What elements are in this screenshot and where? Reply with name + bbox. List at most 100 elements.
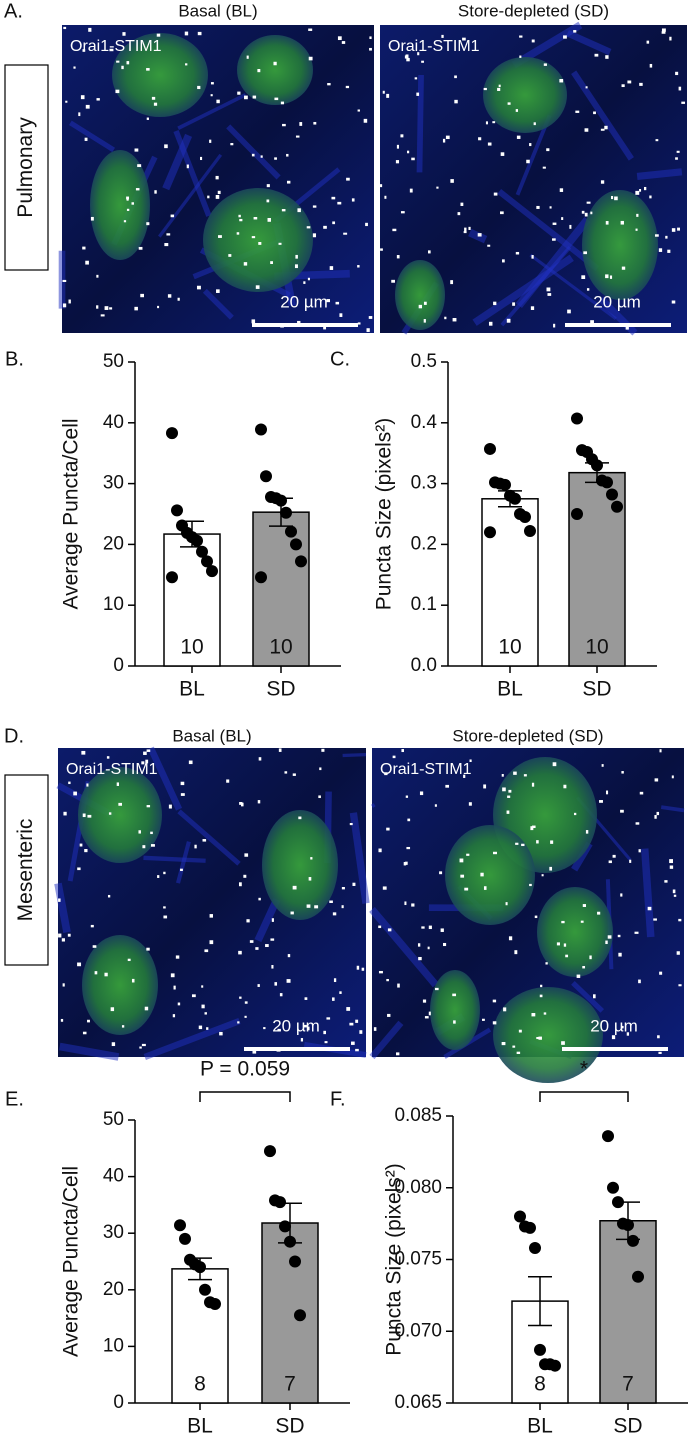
puncta xyxy=(239,801,243,805)
puncta xyxy=(478,137,482,141)
n-label: 10 xyxy=(498,636,521,659)
fiber xyxy=(468,228,488,244)
n-label: 7 xyxy=(622,1373,634,1396)
puncta xyxy=(621,84,625,88)
nucleus xyxy=(537,887,613,977)
puncta xyxy=(144,1006,149,1011)
fiber xyxy=(636,168,683,181)
puncta xyxy=(62,303,67,308)
puncta xyxy=(501,774,504,777)
puncta xyxy=(146,222,150,226)
puncta xyxy=(68,781,71,785)
puncta xyxy=(678,918,682,922)
data-point xyxy=(209,1297,221,1310)
x-tick-label: BL xyxy=(187,1415,213,1438)
puncta xyxy=(131,978,135,983)
puncta xyxy=(323,225,327,229)
fiber xyxy=(571,981,605,1013)
puncta xyxy=(216,99,220,104)
data-point xyxy=(627,1234,639,1247)
puncta xyxy=(210,94,213,97)
puncta xyxy=(492,1021,497,1025)
puncta xyxy=(593,994,596,999)
puncta xyxy=(503,1007,507,1012)
puncta xyxy=(107,894,111,898)
puncta xyxy=(506,810,510,814)
puncta xyxy=(681,101,686,104)
puncta xyxy=(582,965,586,969)
fiber xyxy=(369,907,439,988)
puncta xyxy=(295,135,300,138)
puncta xyxy=(419,791,424,796)
puncta xyxy=(417,52,420,56)
puncta xyxy=(418,304,423,309)
puncta xyxy=(539,994,543,998)
puncta xyxy=(134,148,139,152)
puncta xyxy=(664,880,668,883)
n-label: 10 xyxy=(269,636,292,659)
puncta xyxy=(573,30,577,33)
puncta xyxy=(355,1019,359,1023)
puncta xyxy=(173,985,176,990)
puncta xyxy=(546,287,551,292)
puncta xyxy=(545,962,548,965)
puncta xyxy=(534,915,538,919)
puncta xyxy=(552,762,557,767)
puncta xyxy=(414,77,418,80)
puncta xyxy=(246,55,249,59)
puncta xyxy=(621,1025,624,1029)
puncta xyxy=(493,301,497,306)
puncta xyxy=(620,809,624,813)
data-point xyxy=(274,1196,286,1209)
puncta xyxy=(332,221,336,225)
puncta xyxy=(590,320,594,324)
puncta xyxy=(163,871,166,875)
puncta xyxy=(586,288,590,291)
puncta xyxy=(678,984,682,987)
puncta xyxy=(581,210,585,214)
puncta xyxy=(77,962,82,967)
significance-bracket xyxy=(199,1091,291,1102)
column-title: Basal (BL) xyxy=(172,726,251,745)
puncta xyxy=(617,934,621,938)
puncta xyxy=(287,954,291,958)
puncta xyxy=(286,979,291,983)
puncta xyxy=(665,235,668,239)
puncta xyxy=(671,228,676,232)
puncta xyxy=(676,951,680,955)
y-tick-label: 0.4 xyxy=(411,412,438,433)
data-point xyxy=(612,1196,624,1209)
puncta xyxy=(605,55,609,59)
fiber xyxy=(598,296,638,336)
puncta xyxy=(304,997,308,1000)
puncta xyxy=(621,266,626,270)
puncta xyxy=(286,180,291,184)
puncta xyxy=(58,933,62,938)
puncta xyxy=(549,866,553,871)
puncta xyxy=(197,31,202,36)
puncta xyxy=(274,97,279,101)
n-label: 8 xyxy=(534,1373,546,1396)
y-axis-label: Puncta Size (pixels²) xyxy=(373,418,396,611)
puncta xyxy=(349,1022,354,1026)
puncta xyxy=(251,153,255,157)
puncta xyxy=(307,1026,310,1031)
puncta xyxy=(483,886,487,890)
puncta xyxy=(462,37,466,41)
puncta xyxy=(138,246,143,250)
puncta xyxy=(237,91,241,95)
puncta xyxy=(61,938,65,942)
puncta xyxy=(166,233,171,236)
puncta xyxy=(337,201,342,205)
puncta xyxy=(90,216,94,221)
puncta xyxy=(324,1041,328,1044)
data-point xyxy=(290,538,302,551)
data-point xyxy=(199,1283,211,1296)
fiber xyxy=(143,855,206,863)
puncta xyxy=(512,302,516,306)
puncta xyxy=(609,275,613,279)
puncta xyxy=(255,285,260,289)
puncta xyxy=(323,1030,327,1035)
data-point xyxy=(601,476,613,489)
fiber xyxy=(342,752,367,758)
